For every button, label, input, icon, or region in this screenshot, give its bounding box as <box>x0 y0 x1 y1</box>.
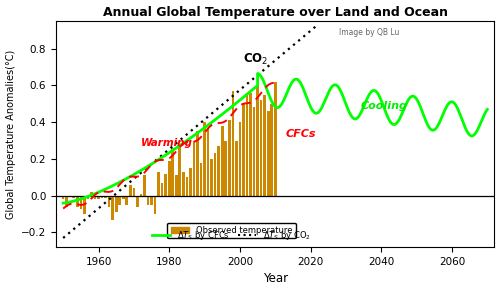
Bar <box>62 196 64 199</box>
Bar <box>249 93 252 196</box>
Bar <box>186 177 188 196</box>
Bar <box>210 159 213 196</box>
Bar <box>207 128 210 196</box>
Bar <box>218 146 220 196</box>
Bar <box>158 172 160 196</box>
Bar <box>86 196 89 199</box>
Bar <box>112 196 114 220</box>
Bar <box>126 196 128 205</box>
Text: CFCs: CFCs <box>286 129 316 139</box>
Bar <box>256 86 259 196</box>
Bar <box>252 107 256 196</box>
Bar <box>260 100 262 196</box>
Title: Annual Global Temperature over Land and Ocean: Annual Global Temperature over Land and … <box>103 6 448 19</box>
Bar <box>122 196 124 199</box>
Bar <box>189 168 192 196</box>
Bar <box>178 146 181 196</box>
Bar <box>76 196 78 207</box>
Bar <box>104 196 107 198</box>
Bar <box>80 196 82 209</box>
Bar <box>161 183 164 196</box>
Bar <box>221 126 224 196</box>
Text: Cooling: Cooling <box>360 101 407 111</box>
Bar <box>146 196 150 205</box>
Bar <box>232 91 234 196</box>
Bar <box>267 111 270 196</box>
Bar <box>115 196 117 212</box>
Bar <box>72 196 75 198</box>
Bar <box>224 141 227 196</box>
Text: Warming: Warming <box>141 138 193 148</box>
Bar <box>172 148 174 196</box>
Bar <box>175 175 178 196</box>
Bar <box>94 196 96 199</box>
Bar <box>66 196 68 207</box>
Text: Image by QB Lu: Image by QB Lu <box>339 28 400 37</box>
Bar <box>182 172 184 196</box>
Bar <box>97 196 100 199</box>
Text: CO$_2$: CO$_2$ <box>244 52 268 68</box>
Bar <box>203 122 206 196</box>
Bar <box>214 153 216 196</box>
Bar <box>108 196 110 207</box>
Bar <box>132 188 135 196</box>
Bar <box>238 122 241 196</box>
Bar <box>200 163 202 196</box>
Bar <box>129 185 132 196</box>
Legend: $\Delta T_S$ by CFCs, $\Delta T_S$ by CO$_2$: $\Delta T_S$ by CFCs, $\Delta T_S$ by CO… <box>148 226 314 245</box>
Bar <box>196 131 199 196</box>
X-axis label: Year: Year <box>262 272 288 285</box>
Bar <box>150 196 153 205</box>
Bar <box>264 95 266 196</box>
Bar <box>143 175 146 196</box>
Bar <box>228 120 230 196</box>
Bar <box>154 196 156 214</box>
Bar <box>118 196 121 205</box>
Bar <box>274 82 276 196</box>
Bar <box>270 104 273 196</box>
Bar <box>235 141 238 196</box>
Bar <box>100 196 103 198</box>
Bar <box>83 196 86 214</box>
Bar <box>192 141 196 196</box>
Bar <box>246 95 248 196</box>
Bar <box>90 192 93 196</box>
Bar <box>164 174 167 196</box>
Bar <box>168 161 170 196</box>
Bar <box>140 194 142 196</box>
Bar <box>136 196 138 207</box>
Y-axis label: Global Temperature Anomalies(°C): Global Temperature Anomalies(°C) <box>6 49 16 219</box>
Bar <box>242 104 245 196</box>
